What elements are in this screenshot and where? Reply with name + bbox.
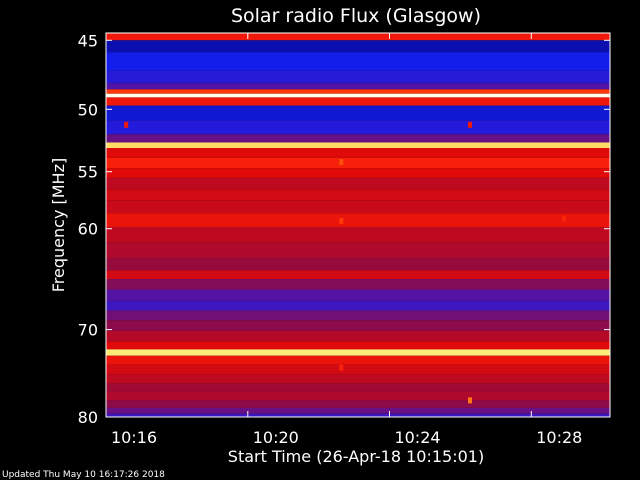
frequency-band (106, 83, 610, 90)
frequency-band (106, 189, 610, 201)
frequency-band (106, 242, 610, 258)
frequency-band (106, 148, 610, 158)
burst-spot (124, 121, 129, 128)
frequency-band (106, 120, 610, 135)
frequency-band (106, 157, 610, 169)
frequency-band (106, 300, 610, 311)
frequency-band (106, 391, 610, 401)
y-axis-label: Frequency [MHz] (49, 158, 68, 292)
frequency-band (106, 270, 610, 280)
frequency-band (106, 289, 610, 301)
y-tick-label: 60 (78, 220, 98, 239)
burst-spot (339, 218, 344, 224)
frequency-band (106, 213, 610, 227)
frequency-band (106, 93, 610, 98)
frequency-band (106, 97, 610, 106)
x-tick-label: 10:20 (253, 428, 299, 447)
frequency-band (106, 310, 610, 321)
plot-area (105, 32, 611, 418)
frequency-band (106, 341, 610, 350)
burst-spot (339, 159, 344, 166)
frequency-band (106, 168, 610, 178)
frequency-band (106, 33, 610, 41)
frequency-band (106, 257, 610, 271)
burst-spot (468, 397, 472, 404)
frequency-band (106, 40, 610, 53)
frequency-band (106, 226, 610, 243)
frequency-band (106, 200, 610, 214)
x-tick-label: 10:16 (111, 428, 157, 447)
frequency-band (106, 383, 610, 392)
frequency-band (106, 330, 610, 342)
burst-spot (468, 121, 472, 128)
frequency-band (106, 70, 610, 84)
burst-spot (561, 215, 566, 222)
frequency-band (106, 89, 610, 94)
frequency-band (106, 134, 610, 143)
y-tick-label: 45 (78, 31, 98, 50)
frequency-band (106, 413, 610, 417)
frequency-band (106, 52, 610, 71)
frequency-band (106, 279, 610, 290)
x-tick-label: 10:24 (394, 428, 440, 447)
y-tick-label: 80 (78, 408, 98, 427)
frequency-band (106, 364, 610, 375)
burst-spot (339, 364, 344, 371)
y-tick-label: 70 (78, 321, 98, 340)
frequency-band (106, 177, 610, 190)
y-tick-label: 55 (78, 163, 98, 182)
x-tick-label: 10:28 (536, 428, 582, 447)
y-tick-label: 50 (78, 100, 98, 119)
frequency-band (106, 374, 610, 384)
frequency-band (106, 105, 610, 121)
frequency-band (106, 349, 610, 356)
frequency-band (106, 400, 610, 408)
update-timestamp: Updated Thu May 10 16:17:26 2018 (2, 470, 165, 480)
frequency-band (106, 320, 610, 331)
plot-frame (105, 32, 611, 418)
frequency-band (106, 355, 610, 365)
x-axis-label: Start Time (26-Apr-18 10:15:01) (228, 447, 484, 466)
chart-title: Solar radio Flux (Glasgow) (231, 5, 481, 27)
frequency-band (106, 407, 610, 414)
frequency-band (106, 142, 610, 149)
